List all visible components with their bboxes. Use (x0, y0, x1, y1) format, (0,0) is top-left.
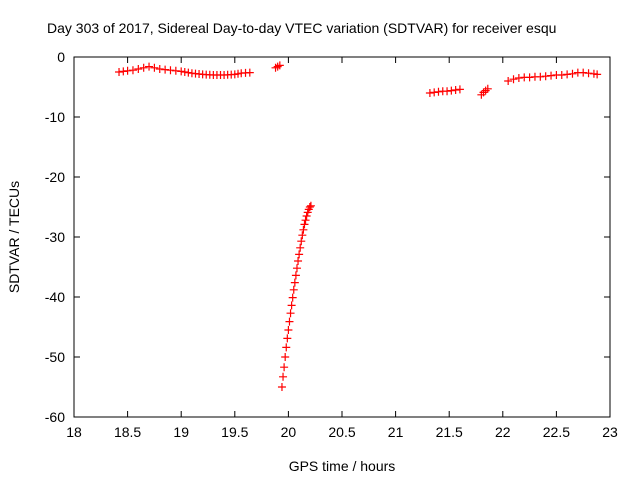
series-arc-6 (504, 68, 602, 85)
x-tick-label: 18.5 (114, 424, 141, 440)
data-point (305, 203, 314, 211)
data-point (273, 62, 282, 71)
x-tick-label: 19.5 (221, 424, 248, 440)
x-tick-label: 20 (281, 424, 297, 440)
data-point (294, 257, 303, 265)
data-point (509, 75, 518, 84)
data-point (279, 372, 288, 381)
data-point (128, 66, 137, 75)
data-point (139, 63, 148, 72)
x-tick-label: 22.5 (543, 424, 570, 440)
data-point (455, 85, 464, 94)
data-point (277, 383, 286, 391)
y-tick-label: -40 (45, 289, 65, 305)
data-point (584, 69, 593, 78)
series-arc-4 (425, 85, 464, 97)
x-tick-label: 19 (173, 424, 189, 440)
series-arc-2 (271, 61, 284, 72)
data-point (300, 220, 309, 229)
data-point (291, 271, 300, 280)
series-arc-5 (477, 84, 492, 99)
data-point (297, 237, 306, 246)
data-point (145, 62, 154, 71)
data-point (284, 326, 293, 334)
data-point (306, 201, 315, 210)
x-tick-label: 21.5 (436, 424, 463, 440)
data-point (166, 66, 175, 75)
data-point (275, 61, 284, 70)
data-point (286, 309, 295, 318)
y-tick-label: -50 (45, 349, 65, 365)
y-axis-label: SDTVAR / TECUs (6, 181, 22, 293)
x-tick-label: 20.5 (328, 424, 355, 440)
data-point (289, 285, 298, 294)
data-point (536, 72, 545, 81)
data-point (434, 87, 443, 96)
data-point (593, 70, 602, 79)
x-tick-label: 23 (602, 424, 618, 440)
data-point (302, 212, 311, 220)
data-point (281, 353, 290, 361)
y-tick-label: -20 (45, 169, 65, 185)
data-point (134, 65, 143, 73)
y-tick-label: -30 (45, 229, 65, 245)
plot-frame (73, 56, 611, 418)
data-point (245, 68, 254, 77)
data-point (282, 343, 291, 352)
axis-ticks: 18 18.5 19 19.5 20 20.5 21 21.5 22 22.5 23 0 -10 -20 -… (45, 49, 618, 440)
data-point (123, 66, 132, 75)
series-arc-3 (277, 201, 315, 391)
data-points (115, 61, 602, 391)
y-tick-label: -10 (45, 109, 65, 125)
x-tick-label: 22 (495, 424, 511, 440)
chart-title: Day 303 of 2017, Sidereal Day-to-day VTE… (47, 20, 556, 36)
data-point (292, 264, 301, 273)
data-point (283, 334, 292, 343)
data-point (295, 250, 304, 259)
data-point (301, 216, 310, 225)
data-point (568, 69, 577, 78)
y-tick-label: 0 (57, 49, 65, 65)
data-point (287, 301, 296, 310)
data-point (290, 278, 299, 287)
data-point (298, 231, 307, 240)
data-point (504, 77, 513, 85)
data-point (280, 363, 289, 372)
y-tick-label: -60 (45, 409, 65, 425)
data-point (299, 225, 308, 234)
x-tick-label: 18 (66, 424, 82, 440)
data-point (296, 243, 305, 252)
data-point (285, 317, 294, 326)
data-point (288, 293, 297, 302)
x-tick-label: 21 (388, 424, 404, 440)
data-point (150, 63, 159, 72)
series-arc-1 (115, 62, 254, 79)
x-axis-label: GPS time / hours (289, 458, 396, 474)
data-point (483, 84, 492, 93)
data-point (481, 86, 490, 95)
